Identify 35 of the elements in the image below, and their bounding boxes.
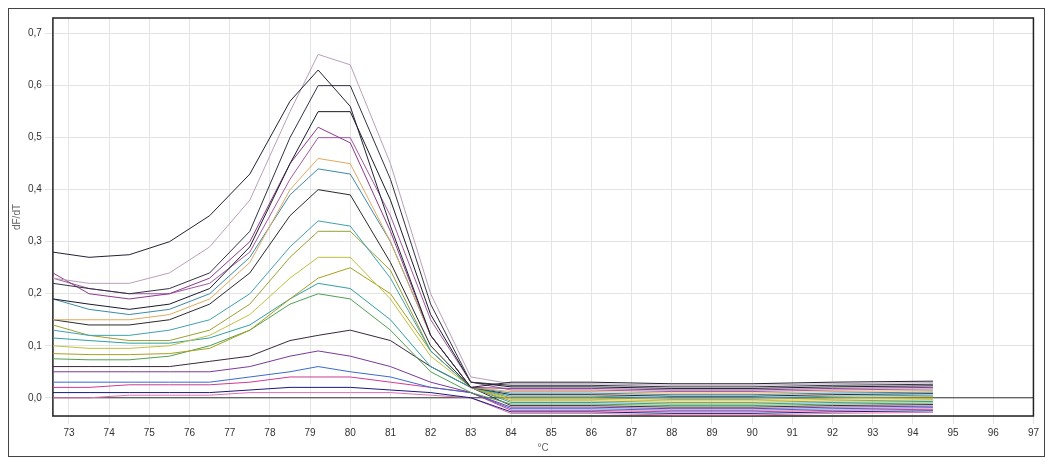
- x-tick-label: 75: [143, 426, 156, 438]
- x-tick-label: 78: [264, 426, 276, 438]
- x-tick-label: 79: [304, 426, 317, 438]
- y-tick-label: 0,0: [28, 391, 43, 403]
- y-tick-label: 0,1: [28, 339, 43, 351]
- y-tick-label: 0,5: [28, 131, 43, 143]
- x-tick-label: 88: [666, 426, 678, 438]
- x-tick-label: 86: [585, 426, 598, 438]
- y-axis-title: dF/dT: [10, 203, 22, 231]
- y-tick-label: 0,2: [28, 287, 43, 299]
- x-tick-label: 97: [1027, 426, 1040, 438]
- x-tick-label: 76: [183, 426, 196, 438]
- x-tick-label: 83: [465, 426, 477, 438]
- y-tick-label: 0,3: [28, 235, 43, 247]
- x-tick-label: 81: [384, 426, 397, 438]
- x-tick-label: 74: [103, 426, 116, 438]
- x-tick-label: 87: [626, 426, 638, 438]
- x-axis-title: °C: [537, 441, 549, 453]
- x-tick-label: 95: [947, 426, 960, 438]
- x-tick-label: 85: [545, 426, 558, 438]
- x-tick-label: 73: [63, 426, 75, 438]
- y-tick-label: 0,7: [28, 27, 43, 39]
- x-tick-label: 92: [826, 426, 839, 438]
- x-tick-label: 82: [425, 426, 437, 438]
- y-tick-label: 0,6: [28, 79, 43, 91]
- x-tick-label: 90: [746, 426, 759, 438]
- x-tick-label: 96: [987, 426, 1000, 438]
- y-tick-label: 0,4: [28, 183, 43, 195]
- x-tick-label: 89: [706, 426, 718, 438]
- x-tick-label: 91: [786, 426, 799, 438]
- x-tick-label: 93: [867, 426, 879, 438]
- x-tick-label: 84: [505, 426, 518, 438]
- x-tick-label: 80: [344, 426, 357, 438]
- x-tick-label: 94: [907, 426, 919, 438]
- x-tick-label: 77: [224, 426, 236, 438]
